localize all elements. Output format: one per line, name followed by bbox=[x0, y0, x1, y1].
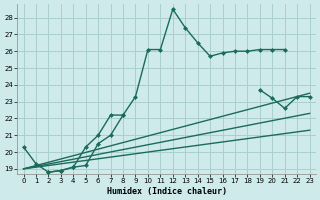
X-axis label: Humidex (Indice chaleur): Humidex (Indice chaleur) bbox=[107, 187, 227, 196]
